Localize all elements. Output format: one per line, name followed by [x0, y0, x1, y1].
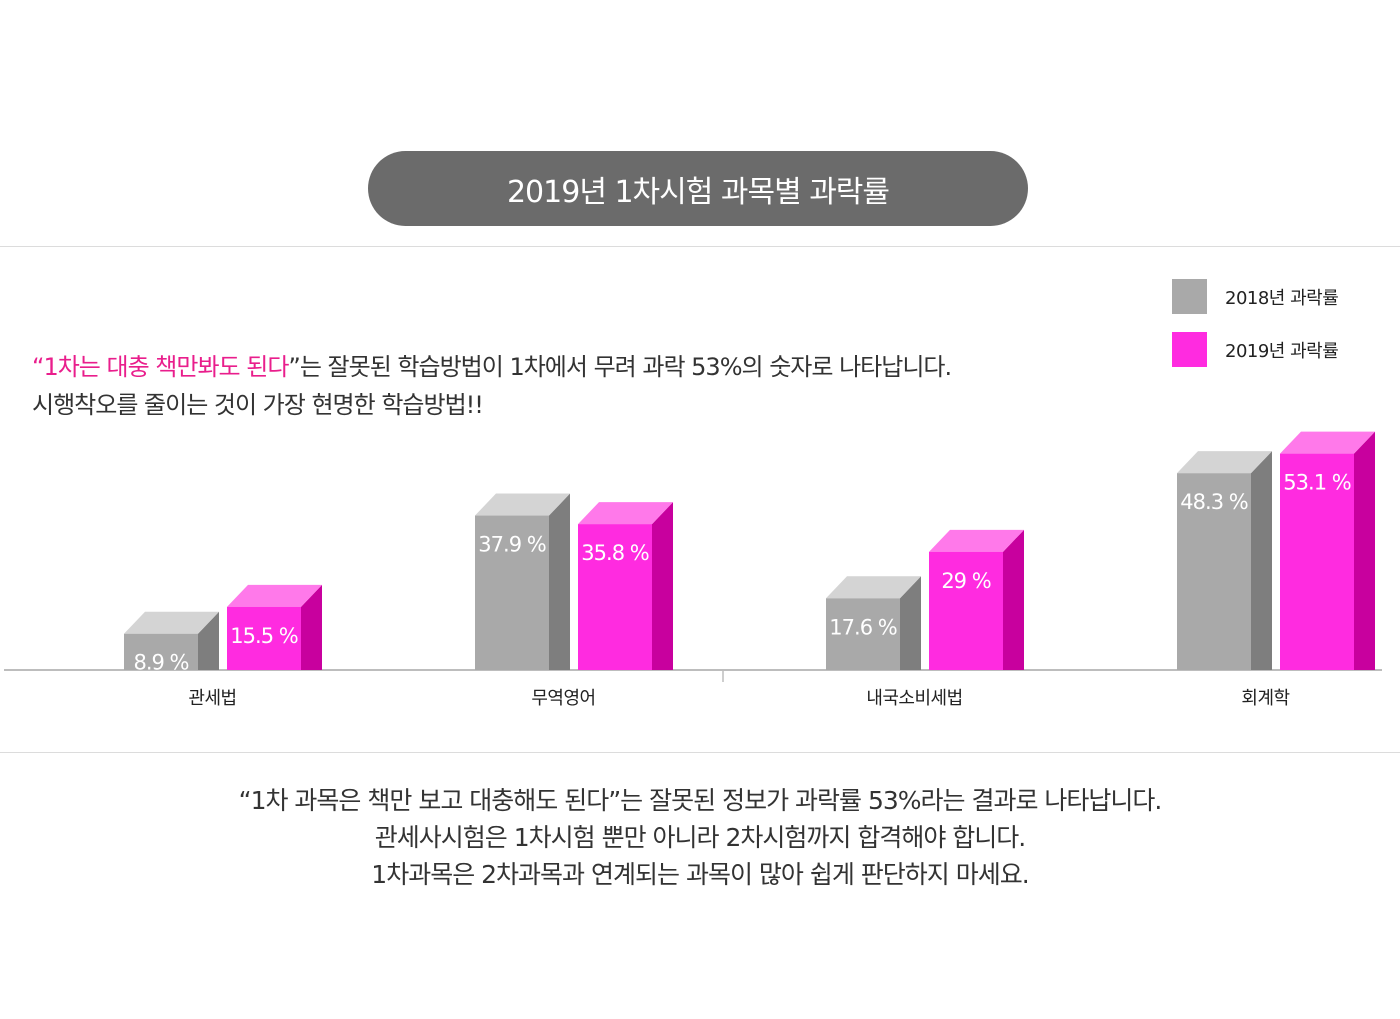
bar: [826, 598, 900, 670]
data-label: 35.8 %: [581, 541, 648, 565]
data-label: 37.9 %: [478, 533, 545, 557]
legend-label-2018: 2018년 과락률: [1225, 287, 1339, 309]
bar: [227, 606, 301, 670]
bar-top: [1177, 451, 1272, 474]
bar-side: [1003, 529, 1024, 670]
bar-side: [1354, 431, 1375, 670]
bar-side: [549, 493, 570, 670]
chart-title: 2019년 1차시험 과목별 과락률: [368, 151, 1028, 226]
legend-swatch-2018: [1172, 279, 1207, 314]
bar: [1177, 473, 1251, 670]
bar-top: [826, 576, 921, 599]
headline-rest: ”는 잘못된 학습방법이 1차에서 무려 과락 53%의 숫자로 나타납니다.: [288, 353, 952, 381]
bar: [475, 515, 549, 670]
bar-side: [652, 502, 673, 670]
bottom-text-line3: 1차과목은 2차과목과 연계되는 과목이 많아 쉽게 판단하지 마세요.: [371, 860, 1029, 889]
category-label: 회계학: [1241, 688, 1289, 709]
bottom-text-line2: 관세사시험은 1차시험 뿐만 아니라 2차시험까지 합격해야 합니다.: [374, 823, 1026, 852]
bar-top: [475, 493, 570, 516]
headline-line2: 시행착오를 줄이는 것이 가장 현명한 학습방법!!: [32, 391, 484, 419]
bar: [578, 524, 652, 670]
bar: [124, 633, 198, 670]
data-label: 15.5 %: [230, 624, 297, 648]
legend-item-2018: 2018년 과락률: [1172, 278, 1339, 315]
bar-top: [578, 502, 673, 525]
data-label: 29 %: [941, 569, 990, 593]
headline: “1차는 대충 책만봐도 된다”는 잘못된 학습방법이 1차에서 무려 과락 5…: [32, 348, 952, 424]
bar: [929, 551, 1003, 670]
data-label: 48.3 %: [1180, 490, 1247, 514]
legend-item-2019: 2019년 과락률: [1172, 331, 1339, 368]
bottom-divider: [0, 752, 1400, 753]
legend-label-2019: 2019년 과락률: [1225, 340, 1339, 362]
category-label: 무역영어: [531, 688, 595, 709]
category-label: 내국소비세법: [866, 688, 962, 709]
bottom-text: “1차 과목은 책만 보고 대충해도 된다”는 잘못된 정보가 과락률 53%라…: [0, 782, 1400, 893]
top-divider: [0, 246, 1400, 247]
data-label: 53.1 %: [1283, 471, 1350, 495]
legend-swatch-2019: [1172, 332, 1207, 367]
bar-top: [124, 611, 219, 634]
bottom-text-line1: “1차 과목은 책만 보고 대충해도 된다”는 잘못된 정보가 과락률 53%라…: [238, 786, 1163, 815]
bar-top: [227, 584, 322, 607]
headline-open-quote: “: [32, 353, 44, 381]
data-label: 17.6 %: [829, 615, 896, 639]
bar-side: [301, 584, 322, 670]
data-label: 8.9 %: [133, 651, 188, 675]
bar-top: [929, 529, 1024, 552]
headline-highlight: 1차는 대충 책만봐도 된다: [43, 353, 289, 381]
legend: 2018년 과락률 2019년 과락률: [1172, 278, 1339, 384]
bar-side: [900, 576, 921, 670]
bar-chart: 8.9 % 15.5 % 관세법 37.9 % 35.8 % 무역영어 17.6 % 29 %…: [4, 431, 1382, 709]
bar-side: [1251, 451, 1272, 670]
bar-side: [198, 611, 219, 670]
bar-top: [1280, 431, 1375, 454]
headline-line1: “1차는 대충 책만봐도 된다”는 잘못된 학습방법이 1차에서 무려 과락 5…: [32, 348, 952, 386]
category-label: 관세법: [188, 688, 236, 709]
bar: [1280, 453, 1354, 670]
